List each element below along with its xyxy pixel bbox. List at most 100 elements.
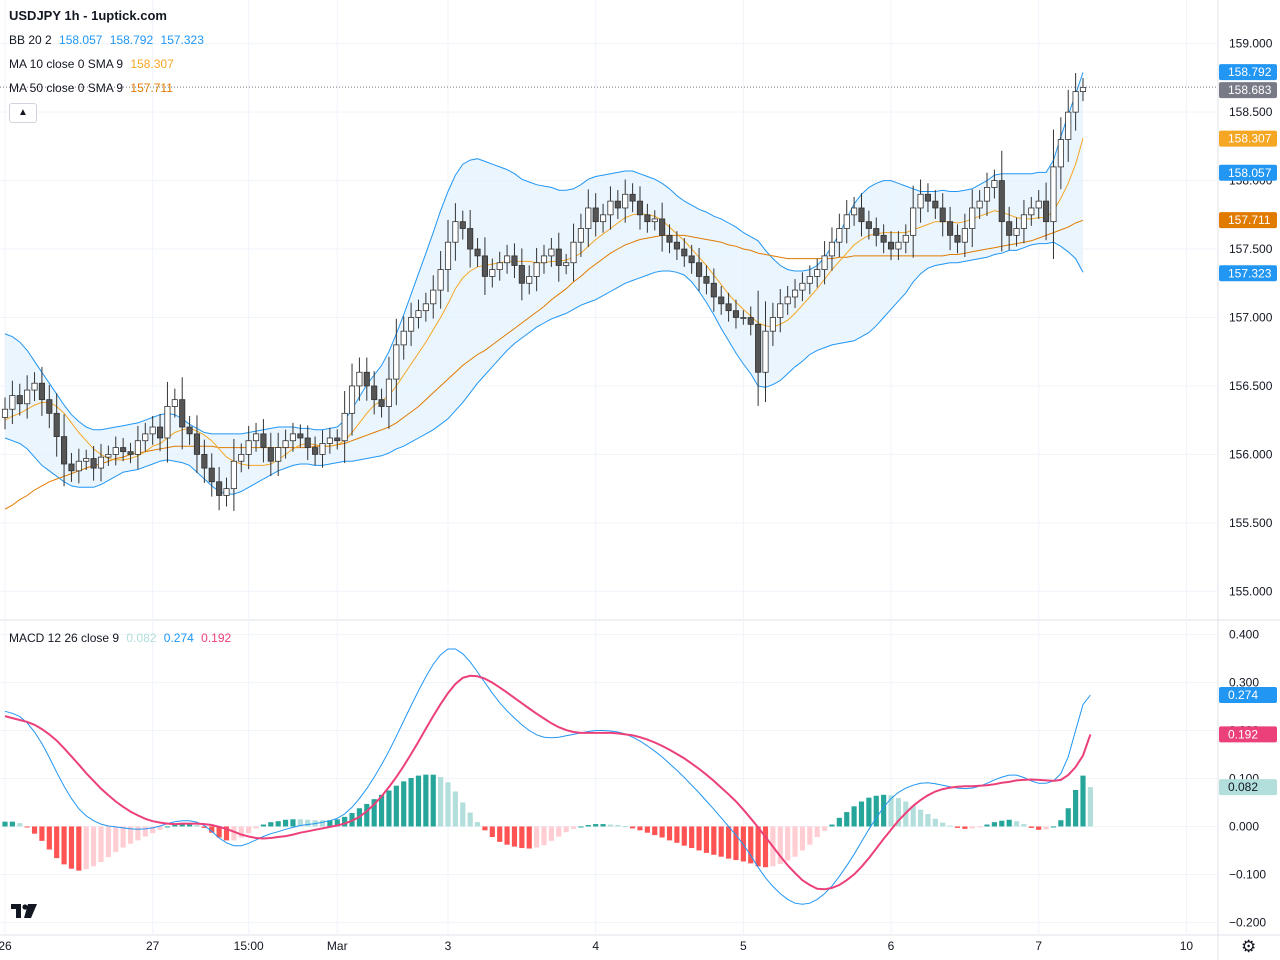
candle-body: [127, 451, 134, 455]
candle-body: [238, 454, 245, 462]
macd-histogram-bar: [135, 826, 141, 841]
macd-histogram-bar: [748, 826, 754, 864]
macd-histogram-bar: [881, 794, 887, 827]
candle-body: [651, 218, 658, 223]
macd-legend-hist: 0.082: [126, 631, 157, 645]
candle: [932, 190, 939, 219]
candle: [474, 238, 481, 267]
candle-body: [540, 255, 548, 264]
candle-body: [851, 207, 858, 216]
candle: [422, 292, 429, 322]
macd-histogram-bar: [378, 794, 385, 827]
candle-body: [334, 437, 341, 442]
macd-histogram-bar: [187, 823, 193, 827]
candle-body: [275, 447, 282, 462]
collapse-legend-button[interactable]: ▲: [9, 103, 37, 123]
candle: [533, 247, 540, 292]
badge-label: 0.082: [1228, 780, 1258, 794]
macd-histogram-bar: [556, 826, 562, 837]
macd-histogram-bar: [113, 826, 119, 852]
macd-histogram-bar: [792, 826, 798, 857]
macd-histogram-bar: [1058, 820, 1064, 827]
macd-value-badge: 0.192: [1219, 726, 1277, 743]
candle-body: [1028, 207, 1035, 216]
badge-background: [1219, 64, 1277, 81]
candle-body: [260, 433, 267, 448]
time-tick-label: Mar: [327, 939, 348, 953]
candle-body: [312, 447, 319, 455]
macd-histogram-bar: [585, 825, 591, 827]
bb-legend[interactable]: BB 20 2 158.057 158.792 157.323: [9, 33, 208, 47]
candle-body: [430, 289, 437, 305]
candle: [548, 238, 555, 267]
macd-histogram-bar: [755, 826, 761, 867]
candle: [496, 251, 503, 281]
candle: [540, 244, 548, 274]
candle-body: [16, 395, 23, 405]
macd-histogram-bar: [430, 774, 436, 827]
macd-tick-label: 0.000: [1229, 819, 1259, 833]
candle-body: [459, 221, 466, 229]
candle-body: [880, 234, 887, 243]
ma50-legend-value: 157.711: [130, 81, 173, 95]
candle-body: [563, 262, 570, 266]
candle-body: [1020, 214, 1027, 229]
macd-histogram-bar: [216, 826, 222, 838]
macd-histogram-bar: [150, 826, 156, 834]
candle-body: [614, 200, 621, 209]
candle: [526, 265, 533, 295]
macd-legend[interactable]: MACD 12 26 close 9 0.082 0.274 0.192: [9, 631, 235, 645]
macd-histogram-bar: [977, 826, 983, 828]
candle: [61, 414, 68, 487]
candle: [991, 169, 998, 199]
macd-histogram-bar: [1080, 775, 1086, 827]
macd-legend-label: MACD 12 26 close 9: [9, 631, 120, 645]
macd-histogram-bar: [1036, 826, 1042, 830]
candle: [230, 438, 237, 511]
candle-body: [947, 221, 954, 236]
candle: [821, 241, 828, 285]
candle: [961, 213, 968, 257]
candle-body: [38, 382, 45, 401]
candle-body: [422, 303, 429, 312]
candle: [38, 366, 45, 416]
time-tick-label: 4: [592, 939, 599, 953]
candle: [1, 397, 9, 430]
candle: [127, 442, 134, 464]
macd-histogram-bar: [290, 819, 296, 827]
candle-body: [755, 323, 762, 373]
candle: [622, 179, 629, 223]
candle: [289, 422, 297, 452]
candle-body: [267, 447, 274, 462]
macd-line: [4, 648, 1091, 905]
candle-body: [282, 440, 289, 448]
candle: [312, 436, 319, 466]
macd-histogram-bar: [238, 826, 244, 838]
candle: [245, 425, 252, 470]
candle: [577, 213, 584, 257]
candle-body: [252, 433, 260, 442]
ma50-legend[interactable]: MA 50 close 0 SMA 9 157.711: [9, 81, 177, 95]
macd-histogram-bar: [460, 802, 466, 827]
candle: [555, 232, 562, 282]
macd-value-badge: 0.274: [1219, 687, 1277, 704]
candle: [592, 193, 599, 237]
candle: [275, 432, 282, 477]
ma10-legend-label: MA 10 close 0 SMA 9: [9, 57, 124, 71]
candle: [828, 227, 836, 271]
gear-icon[interactable]: ⚙: [1241, 937, 1257, 956]
macd-histogram-bar: [733, 826, 739, 861]
signal-line: [4, 674, 1092, 891]
macd-histogram-bar: [954, 826, 961, 828]
candle: [777, 289, 784, 333]
candle-body: [1, 408, 9, 418]
candle: [747, 306, 754, 336]
badge-background: [1219, 164, 1277, 181]
candle-body: [806, 276, 813, 284]
candle: [902, 224, 909, 254]
ma10-legend[interactable]: MA 10 close 0 SMA 9 158.307: [9, 57, 178, 71]
price-value-badge: 157.323: [1219, 265, 1277, 282]
tradingview-logo-icon[interactable]: [10, 902, 38, 920]
price-tick-label: 155.500: [1229, 516, 1273, 530]
